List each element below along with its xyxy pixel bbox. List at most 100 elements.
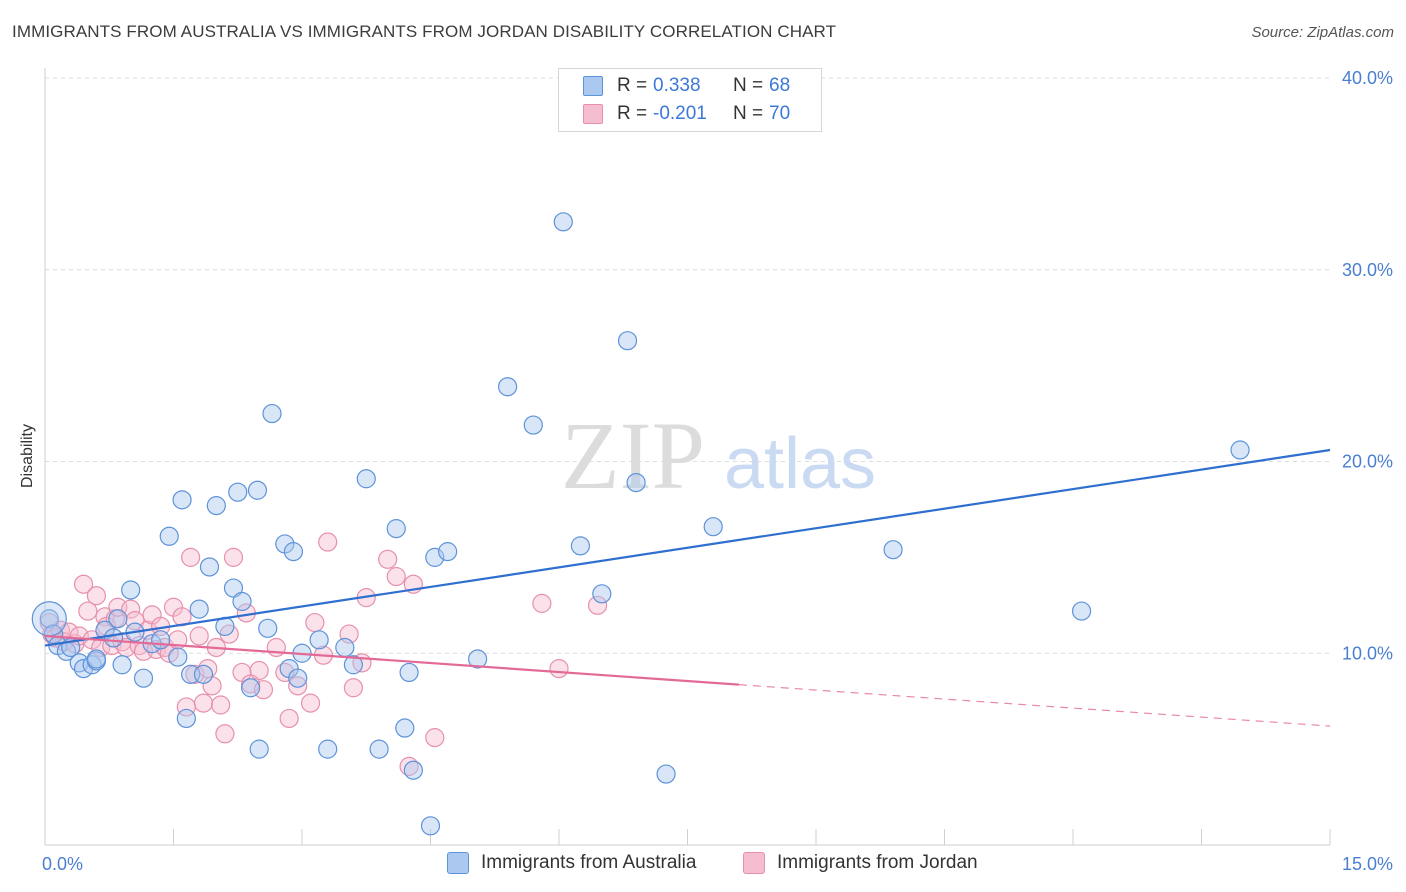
y-tick-label: 30.0% [1342, 260, 1393, 280]
x-tick-label-min: 0.0% [42, 854, 83, 874]
jordan-point [300, 693, 321, 713]
australia-point [617, 331, 638, 351]
y-axis-tick-labels: 10.0% 20.0% 30.0% 40.0% [1342, 68, 1393, 663]
legend-swatch-jordan [583, 104, 603, 124]
australia-point [133, 668, 154, 688]
australia-point [121, 580, 141, 600]
jordan-point [73, 574, 94, 594]
australia-point [369, 739, 389, 759]
australia-point [232, 591, 252, 612]
australia-point [420, 816, 441, 836]
jordan-point [532, 593, 552, 613]
australia-point [523, 415, 543, 435]
legend-swatch-australia [583, 76, 603, 96]
jordan-trend-line-solid [44, 634, 739, 686]
y-tick-label: 40.0% [1342, 68, 1393, 88]
legend-r-value-jordan: -0.201 [653, 103, 707, 124]
australia-point [168, 647, 188, 667]
australia-point [108, 609, 128, 629]
legend-r-label: R = [617, 75, 648, 96]
legend-n-label: N = [733, 75, 764, 96]
y-tick-label: 20.0% [1342, 452, 1393, 472]
jordan-point [288, 676, 308, 696]
australia-point [193, 664, 214, 684]
jordan-trend-line-dashed [738, 684, 1331, 727]
jordan-point [78, 601, 98, 621]
watermark-atlas: atlas [724, 424, 876, 504]
australia-point [159, 526, 179, 546]
watermark: ZIP atlas [561, 402, 876, 509]
australia-point [335, 637, 355, 658]
legend-r-value-australia: 0.338 [653, 75, 701, 96]
australia-point [592, 584, 612, 604]
jordan-point [249, 660, 269, 681]
legend-row-jordan: R = -0.201 N = 70 [583, 102, 790, 126]
australia-point [258, 618, 278, 638]
legend-row-australia: R = 0.338 N = 68 [583, 74, 790, 98]
australia-point [103, 628, 124, 648]
jordan-point [193, 693, 214, 713]
bottom-legend-swatch-australia [447, 852, 469, 874]
jordan-point [125, 611, 145, 631]
x-tick-label-max: 15.0% [1342, 854, 1393, 874]
jordan-point [189, 626, 209, 646]
jordan-point [279, 708, 299, 729]
australia-point [703, 517, 723, 537]
australia-point [498, 377, 518, 397]
australia-point [343, 655, 363, 675]
australia-points [31, 212, 1250, 836]
australia-point [356, 469, 376, 489]
correlation-legend: R = 0.338 N = 68 R = -0.201 N = 70 [558, 68, 822, 132]
bottom-legend-label-jordan: Immigrants from Jordan [777, 852, 978, 873]
australia-point [288, 668, 308, 688]
australia-point [43, 624, 64, 644]
jordan-point [121, 599, 141, 619]
jordan-point [318, 532, 338, 552]
australia-point [283, 542, 304, 562]
jordan-point [181, 547, 201, 567]
australia-point [1071, 601, 1092, 621]
australia-point [249, 739, 269, 759]
australia-point [262, 403, 282, 424]
australia-point [386, 519, 406, 539]
jordan-point [343, 678, 363, 698]
australia-point [318, 739, 338, 759]
australia-trend-line-solid [44, 448, 1331, 647]
australia-point [223, 578, 244, 598]
legend-n-value-australia: 68 [769, 75, 791, 96]
australia-point [309, 630, 329, 650]
jordan-point [215, 724, 235, 744]
australia-point [39, 609, 59, 629]
x-axis-tick-labels: 0.0% 15.0% [42, 854, 1393, 874]
y-tick-label: 10.0% [1342, 643, 1393, 663]
australia-point [112, 655, 132, 675]
jordan-point [86, 586, 107, 606]
australia-point [241, 678, 261, 698]
jordan-point [378, 549, 398, 569]
trend-lines [44, 448, 1331, 727]
x-axis-ticks [44, 829, 1331, 845]
australia-point [438, 542, 458, 562]
jordan-point [386, 566, 406, 587]
australia-point [883, 540, 903, 560]
australia-point [189, 599, 209, 619]
jordan-point [549, 658, 569, 679]
jordan-point [223, 547, 244, 567]
australia-point [399, 662, 419, 683]
legend-n-value-jordan: 70 [769, 103, 791, 124]
australia-point [626, 472, 646, 493]
jordan-point [266, 637, 286, 658]
legend-n-label: N = [733, 103, 764, 124]
jordan-point [587, 595, 608, 615]
australia-point [656, 764, 676, 784]
australia-point [206, 496, 226, 516]
australia-point [570, 536, 591, 556]
australia-point [151, 630, 171, 650]
watermark-zip: ZIP [561, 402, 705, 509]
australia-point [228, 482, 248, 502]
australia-point [199, 557, 220, 577]
chart-title: IMMIGRANTS FROM AUSTRALIA VS IMMIGRANTS … [12, 22, 837, 41]
australia-point [172, 490, 192, 510]
bottom-legend-swatch-jordan [743, 852, 765, 874]
